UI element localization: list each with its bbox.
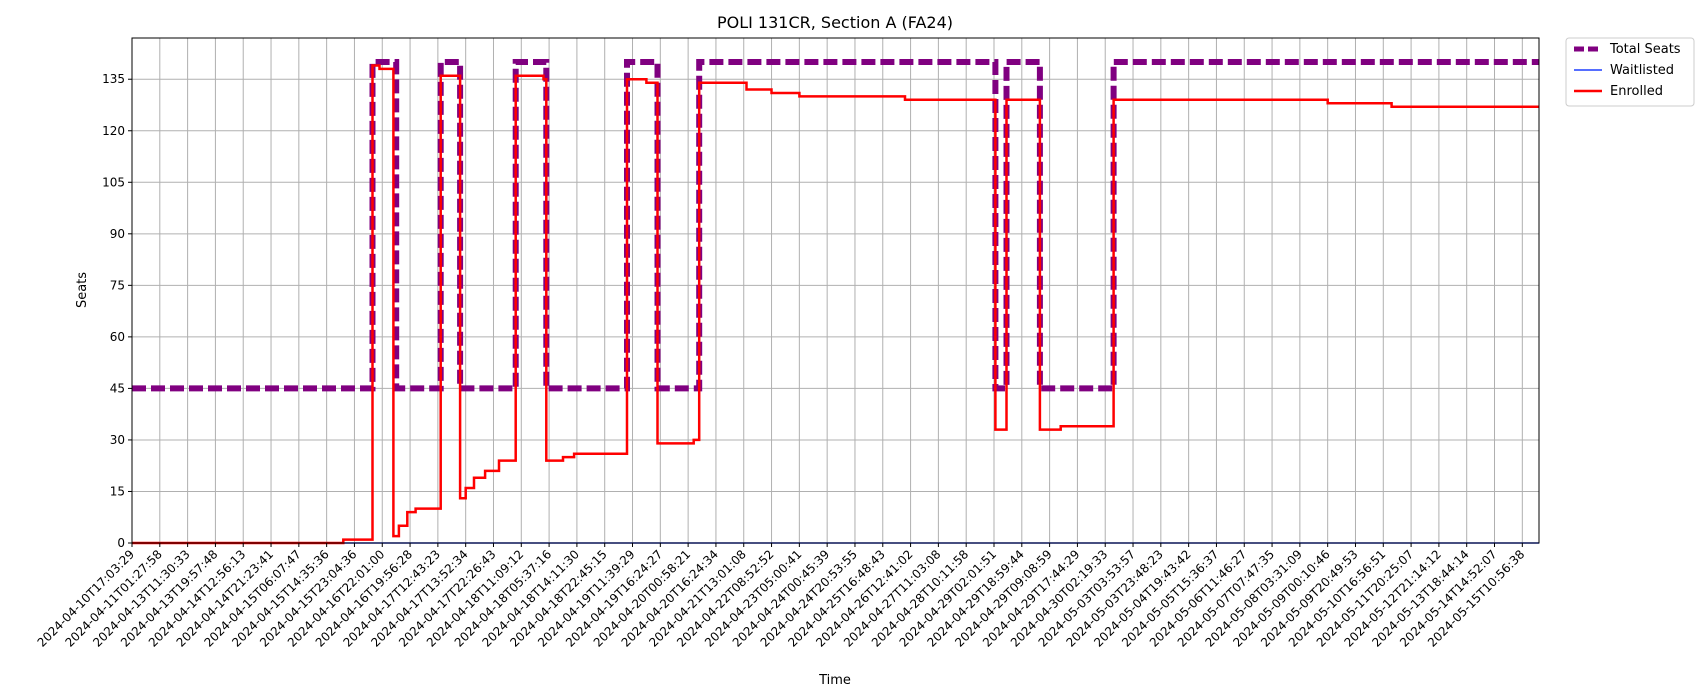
plot-frame	[131, 37, 1540, 544]
legend-label-total-seats: Total Seats	[1609, 42, 1681, 57]
y-tick-label: 45	[110, 381, 125, 395]
series-line-enrolled	[132, 64, 1539, 545]
y-tick-label: 0	[117, 536, 125, 550]
legend-label-enrolled: Enrolled	[1610, 84, 1663, 99]
y-tick-label: 30	[110, 433, 125, 447]
x-axis-label: Time	[818, 673, 851, 688]
legend-frame	[1565, 37, 1695, 107]
y-tick-label: 60	[110, 330, 125, 344]
y-axis-label: Seats	[75, 272, 90, 308]
grid	[131, 38, 1539, 544]
y-tick-label: 15	[110, 484, 125, 498]
legend: Total Seats Waitlisted Enrolled	[1565, 37, 1695, 107]
y-tick-label: 135	[102, 72, 125, 86]
y-tick-label: 90	[110, 227, 125, 241]
y-axis-ticks: 0 15 30 45 60 75 90 105 120 135	[102, 72, 132, 550]
chart-title: POLI 131CR, Section A (FA24)	[717, 13, 953, 32]
y-tick-label: 105	[102, 175, 125, 189]
legend-label-waitlisted: Waitlisted	[1610, 63, 1674, 78]
y-tick-label: 120	[102, 124, 125, 138]
x-axis-ticks: 2024-04-10T17:03:292024-04-11T01:27:5820…	[35, 543, 1527, 650]
y-tick-label: 75	[110, 278, 125, 292]
